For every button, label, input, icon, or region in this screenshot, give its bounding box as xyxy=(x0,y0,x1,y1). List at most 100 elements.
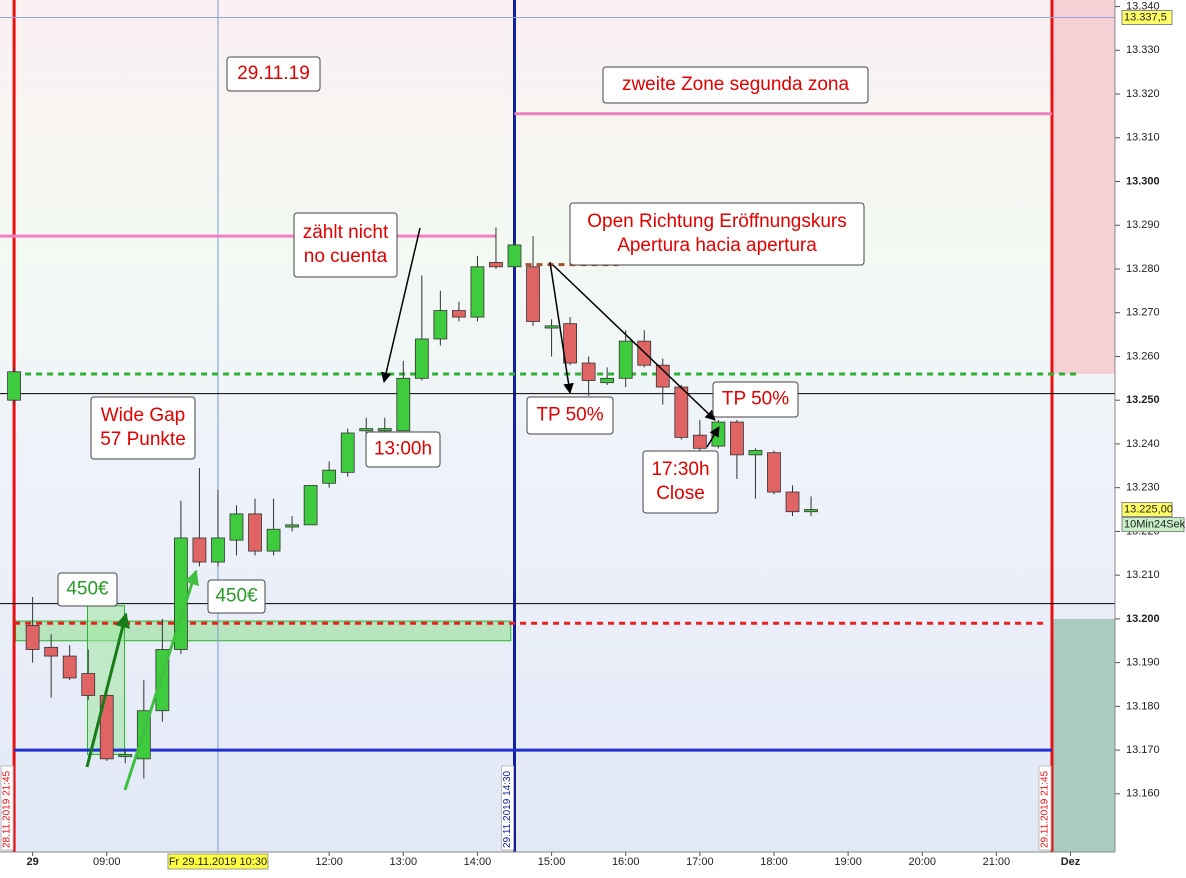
y-tick-label: 13.340 xyxy=(1126,0,1160,12)
annotation-text: TP 50% xyxy=(722,389,789,410)
candle-body xyxy=(433,310,448,340)
annotation-text: 17:30h xyxy=(651,459,709,480)
annotation-box xyxy=(207,579,266,614)
y-tick-label: 13.270 xyxy=(1126,307,1160,319)
zone xyxy=(1053,618,1115,852)
candle-body xyxy=(692,434,707,449)
y-tick-label: 13.280 xyxy=(1126,263,1160,275)
x-tick-label: 17:00 xyxy=(686,856,714,868)
y-tick-label: 13.290 xyxy=(1126,219,1160,231)
annotation-text: Wide Gap xyxy=(101,405,185,426)
vertical-label: 29.11.2019 21:45 xyxy=(1038,765,1052,851)
x-tick-label: 14:00 xyxy=(464,856,492,868)
candle-body xyxy=(229,513,244,541)
candle-body xyxy=(192,537,207,563)
x-tick-label: 09:00 xyxy=(93,856,121,868)
y-tick-label: 13.320 xyxy=(1126,88,1160,100)
x-tick-label: 13:00 xyxy=(390,856,418,868)
annotation-box xyxy=(365,431,441,468)
price-marker-label: 13.337,5 xyxy=(1124,11,1167,23)
candle-body xyxy=(581,362,596,381)
annotation-text: Close xyxy=(656,483,705,504)
annotation-box xyxy=(642,450,719,514)
vertical-label-bg xyxy=(1038,765,1052,851)
x-tick-label: 16:00 xyxy=(612,856,640,868)
candle-body xyxy=(730,421,744,456)
y-tick-label: 13.180 xyxy=(1126,700,1160,712)
y-tick-label: 13.170 xyxy=(1126,744,1160,756)
vertical-label: 29.11.2019 14:30 xyxy=(501,765,515,851)
candle-body xyxy=(285,524,299,528)
candle-body xyxy=(507,244,522,268)
candle-body xyxy=(266,528,281,552)
x-tick-label: 20:00 xyxy=(908,856,936,868)
price-marker-label: 13.225,00 xyxy=(1124,503,1173,515)
annotation-text: 29.11.19 xyxy=(237,63,310,84)
y-tick-label: 13.200 xyxy=(1126,613,1160,625)
candle-body xyxy=(804,509,818,513)
annotation-text: no cuenta xyxy=(304,246,388,267)
annotation-text: Apertura hacia apertura xyxy=(617,235,817,256)
candle-body xyxy=(81,673,96,696)
annotation-box xyxy=(90,396,196,460)
annotation-box xyxy=(57,572,118,607)
vertical-label-text: 28.11.2019 21:45 xyxy=(2,770,13,848)
annotation-text: TP 50% xyxy=(536,405,603,426)
y-tick-label: 13.210 xyxy=(1126,569,1160,581)
candle-body xyxy=(748,450,763,456)
annotation-text: zweite Zone segunda zona xyxy=(622,74,850,95)
candle-body xyxy=(303,485,318,526)
y-tick-label: 13.230 xyxy=(1126,482,1160,494)
timer-bg xyxy=(1121,517,1185,533)
candle-body xyxy=(322,469,337,484)
candle-body xyxy=(618,340,633,379)
candle-body xyxy=(62,655,77,679)
drawings: 28.11.2019 21:45 29.11.2019 14:30 29.11.20… xyxy=(0,0,1115,852)
arrow xyxy=(123,569,199,791)
candle-body xyxy=(44,646,59,657)
annotations: 29.11.19 zweite Zone segunda zona Open Ric… xyxy=(57,56,869,614)
y-tick-label: 13.300 xyxy=(1126,175,1160,187)
candle-body xyxy=(767,452,781,493)
timer-label: 10Min24Sek xyxy=(1124,518,1186,530)
candle-body xyxy=(655,364,670,388)
annotation-box xyxy=(602,66,869,104)
y-tick-label: 13.250 xyxy=(1126,394,1160,406)
vertical-label-bg xyxy=(0,765,14,851)
annotation-text: zählt nicht xyxy=(303,222,389,243)
annotation-box xyxy=(226,56,321,92)
annotation-box xyxy=(526,396,614,435)
candle-body xyxy=(7,371,21,401)
y-tick-label: 13.190 xyxy=(1126,657,1160,669)
x-tick-label: 18:00 xyxy=(760,856,788,868)
candle-body xyxy=(563,323,577,364)
zone xyxy=(1053,0,1115,374)
arrows xyxy=(85,227,720,791)
arrow xyxy=(552,264,716,421)
y-tick-label: 13.260 xyxy=(1126,350,1160,362)
annotation-text: 57 Punkte xyxy=(100,429,186,450)
x-tick-label: Dez xyxy=(1061,856,1081,868)
y-axis-panel xyxy=(1115,0,1186,878)
annotation-box xyxy=(569,202,865,266)
annotation-box xyxy=(712,381,799,418)
annotation-text: 13:00h xyxy=(374,439,432,460)
annotation-box xyxy=(293,212,398,278)
candle-body xyxy=(25,625,40,650)
candle-body xyxy=(526,266,540,322)
candle-body xyxy=(359,428,374,432)
candle-body xyxy=(118,754,133,758)
crosshair-label-bg xyxy=(167,853,269,870)
annotation-text: Open Richtung Eröffnungskurs xyxy=(587,211,846,232)
y-tick-label: 13.310 xyxy=(1126,132,1160,144)
crosshair-label: Fr 29.11.2019 10:30 xyxy=(169,856,267,868)
candle-body xyxy=(377,428,392,432)
candle-body xyxy=(452,310,466,318)
vertical-label-text: 29.11.2019 14:30 xyxy=(502,770,513,848)
vertical-label-text: 29.11.2019 21:45 xyxy=(1040,770,1051,848)
candle-body xyxy=(211,537,225,563)
x-tick-label: 29 xyxy=(26,856,38,868)
candle-body xyxy=(470,266,485,318)
